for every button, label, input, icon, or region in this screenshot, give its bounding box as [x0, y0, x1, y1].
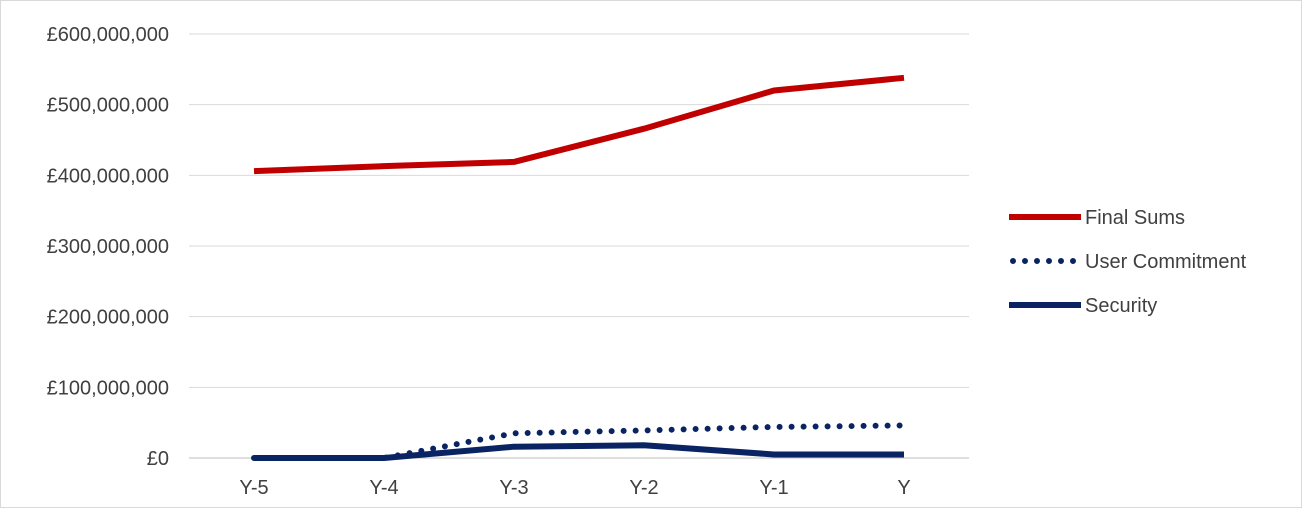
legend-item-security: Security	[1009, 295, 1157, 317]
x-axis-tick-labels: Y-5 Y-4 Y-3 Y-2 Y-1 Y	[239, 477, 910, 499]
y-tick-label: £400,000,000	[47, 165, 169, 187]
x-tick-label: Y	[897, 477, 910, 499]
series-line-final-sums	[253, 74, 905, 175]
legend: Final Sums User Commitment Security	[1009, 207, 1247, 317]
legend-label: Final Sums	[1085, 207, 1185, 229]
y-tick-label: £0	[147, 448, 169, 470]
legend-item-final-sums: Final Sums	[1009, 207, 1185, 229]
y-tick-label: £200,000,000	[47, 307, 169, 329]
y-tick-label: £100,000,000	[47, 377, 169, 399]
series-line-security	[254, 442, 904, 461]
x-tick-label: Y-2	[629, 477, 658, 499]
y-tick-label: £300,000,000	[47, 236, 169, 258]
x-tick-label: Y-5	[239, 477, 268, 499]
y-tick-label: £500,000,000	[47, 95, 169, 117]
x-tick-label: Y-1	[759, 477, 788, 499]
series-lines	[251, 74, 907, 461]
x-tick-label: Y-3	[499, 477, 528, 499]
gridlines	[189, 33, 969, 459]
legend-label: Security	[1085, 295, 1157, 317]
legend-label: User Commitment	[1085, 251, 1247, 273]
y-tick-label: £600,000,000	[47, 24, 169, 46]
x-tick-label: Y-4	[369, 477, 398, 499]
legend-item-user-commitment: User Commitment	[1010, 251, 1247, 273]
y-axis-tick-labels: £0 £100,000,000 £200,000,000 £300,000,000 £4…	[47, 24, 169, 470]
